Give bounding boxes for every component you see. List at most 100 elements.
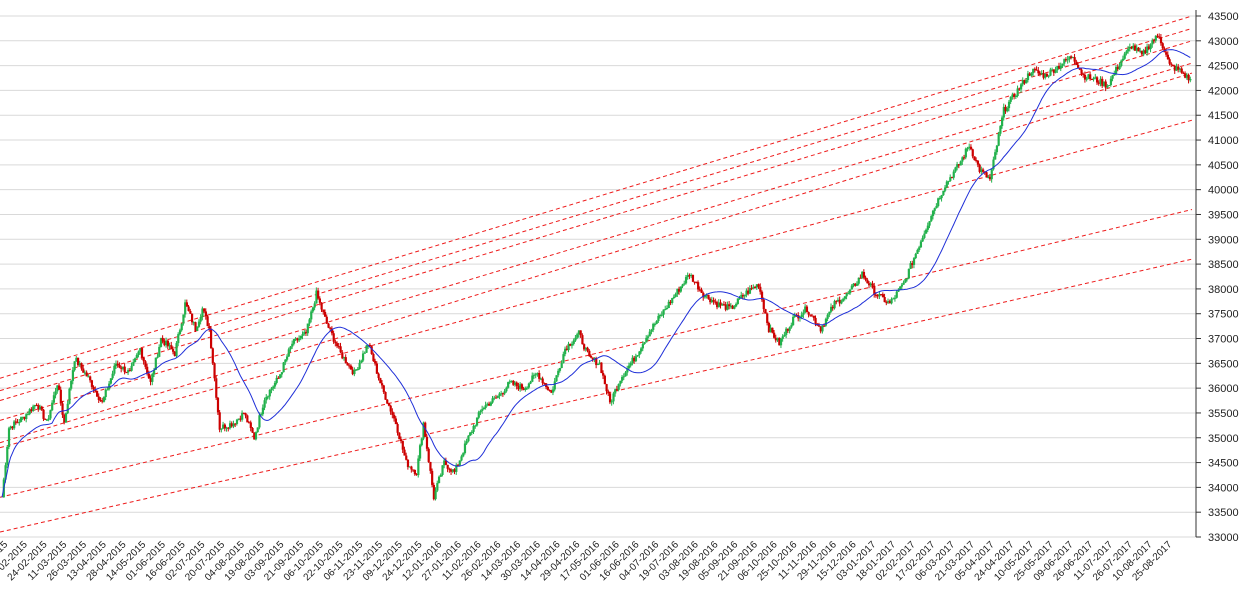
- candle-body-up: [417, 458, 420, 476]
- candle-body-up: [342, 357, 346, 359]
- candle-body-up: [1026, 73, 1030, 81]
- candle-body-down: [163, 340, 166, 346]
- candle-body-up: [241, 412, 244, 420]
- candle-body-up: [519, 384, 522, 390]
- x-axis: 201509-02-201524-02-201511-03-201526-03-…: [0, 539, 1175, 583]
- candle-body-up: [952, 171, 955, 178]
- y-tick-label: 36500: [1208, 358, 1239, 370]
- candle-body-up: [56, 385, 59, 392]
- candle-body-up: [133, 358, 137, 363]
- candle-body-down: [522, 388, 525, 390]
- candle-body-up: [1127, 48, 1130, 52]
- candle-body-down: [838, 299, 841, 304]
- candle-body-down: [394, 418, 397, 425]
- candle-body-up: [1189, 79, 1192, 81]
- candle-body-up: [503, 391, 506, 394]
- candle-body-up: [659, 315, 662, 317]
- candle-body-up: [612, 393, 615, 402]
- y-tick-label: 42000: [1208, 85, 1239, 97]
- candle-body-up: [182, 314, 185, 324]
- y-tick-label: 36000: [1208, 383, 1239, 395]
- candle-body-down: [541, 378, 544, 384]
- candle-body-down: [876, 295, 879, 297]
- candle-body-up: [306, 323, 309, 334]
- candle-body-up: [842, 298, 845, 302]
- candle-body-up: [912, 258, 916, 265]
- candle-body-down: [453, 469, 456, 472]
- candle-body-up: [308, 319, 311, 324]
- candle-body-up: [940, 195, 943, 199]
- candle-body-up: [1185, 74, 1189, 78]
- candle-body-up: [830, 306, 833, 312]
- candle-body-up: [994, 152, 997, 160]
- candle-body-up: [436, 483, 439, 491]
- candle-body-up: [1054, 70, 1057, 73]
- candle-body-up: [177, 334, 180, 344]
- candle-body-down: [253, 432, 256, 440]
- candle-body-up: [1099, 78, 1102, 84]
- candle-body-down: [1153, 40, 1156, 42]
- candle-body-up: [614, 389, 617, 394]
- y-tick-label: 35500: [1208, 408, 1239, 420]
- candle-body-up: [738, 298, 741, 300]
- candle-body-up: [303, 331, 306, 335]
- candle-body-down: [216, 397, 220, 413]
- trendline: [0, 209, 1193, 498]
- candle-body-up: [524, 388, 527, 390]
- candle-body-up: [500, 393, 503, 395]
- candle-body-down: [223, 424, 227, 429]
- y-tick-label: 40500: [1208, 160, 1239, 172]
- candle-body-up: [652, 323, 655, 330]
- candle-body-down: [488, 403, 491, 406]
- candle-body-down: [11, 426, 14, 429]
- candle-body-up: [961, 157, 964, 162]
- candle-body-up: [598, 362, 601, 364]
- candle-body-down: [1089, 74, 1092, 80]
- candle-body-up: [434, 490, 437, 500]
- candle-body-down: [591, 357, 594, 360]
- candle-body-up: [1044, 73, 1047, 78]
- candle-body-down: [600, 362, 603, 373]
- candle-body-up: [690, 274, 693, 277]
- candle-body-up: [201, 308, 204, 318]
- candle-body-up: [526, 387, 529, 389]
- candle-body-up: [1139, 50, 1142, 52]
- candle-body-up: [821, 325, 824, 332]
- candle-body-down: [1184, 73, 1187, 78]
- candle-body-up: [980, 169, 983, 172]
- candle-body-up: [137, 351, 140, 355]
- trendline: [0, 40, 1193, 402]
- candle-body-down: [144, 361, 147, 367]
- candle-body-up: [45, 419, 49, 421]
- candle-body-down: [724, 304, 727, 310]
- candle-body-down: [1156, 35, 1159, 37]
- candle-body-up: [301, 334, 304, 336]
- candle-body-down: [206, 316, 209, 327]
- candle-body-up: [564, 348, 567, 355]
- candle-body-up: [785, 328, 788, 335]
- candle-body-up: [1030, 73, 1033, 76]
- candle-body-down: [101, 400, 104, 402]
- candle-body-up: [686, 275, 689, 278]
- candle-body-up: [106, 389, 109, 391]
- candle-body-down: [817, 325, 821, 327]
- candle-body-up: [636, 355, 639, 357]
- candle-body-down: [546, 386, 549, 390]
- candle-body-down: [204, 311, 208, 317]
- candle-body-down: [501, 393, 505, 395]
- candle-body-down: [329, 327, 332, 329]
- candle-body-down: [1083, 74, 1087, 80]
- candle-body-up: [66, 403, 69, 414]
- candle-body-up: [1087, 74, 1090, 79]
- candle-body-up: [631, 357, 634, 364]
- candle-body-up: [287, 349, 290, 357]
- candle-body-down: [97, 396, 100, 400]
- candle-body-up: [755, 284, 758, 288]
- candle-body-up: [1092, 78, 1095, 80]
- candle-body-up: [32, 406, 35, 411]
- candle-body-up: [258, 415, 261, 428]
- candle-body-down: [707, 294, 710, 299]
- candle-body-up: [776, 337, 779, 341]
- candle-body-up: [638, 351, 641, 356]
- candle-body-down: [140, 348, 144, 358]
